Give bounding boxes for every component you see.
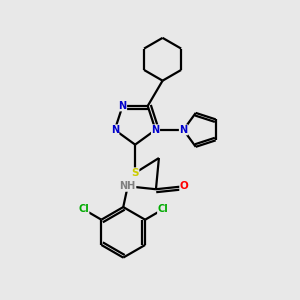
Text: N: N (118, 101, 127, 111)
Text: Cl: Cl (78, 204, 89, 214)
Text: Cl: Cl (158, 204, 168, 214)
Text: NH: NH (120, 181, 136, 191)
Text: N: N (179, 125, 188, 135)
Text: N: N (152, 125, 160, 135)
Text: O: O (180, 181, 189, 191)
Text: N: N (111, 125, 119, 135)
Text: S: S (131, 168, 139, 178)
